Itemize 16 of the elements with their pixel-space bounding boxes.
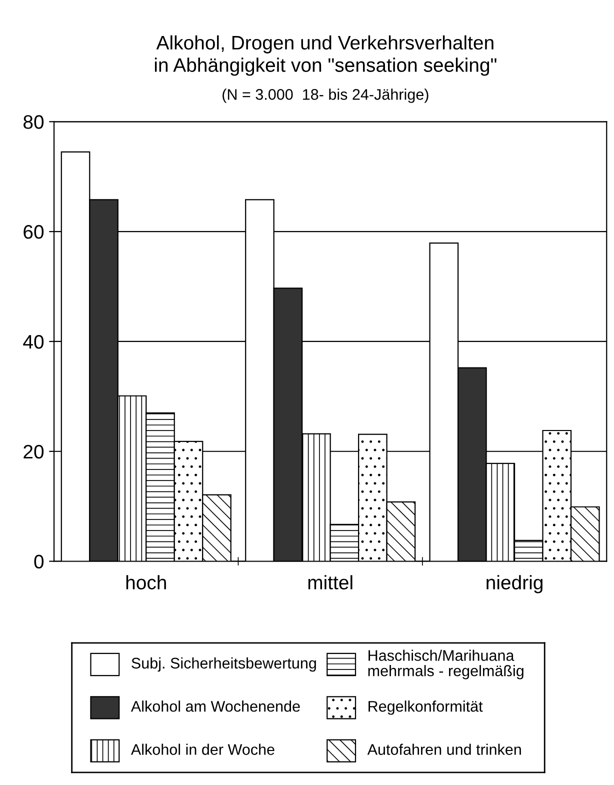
legend-label: Subj. Sicherheitsbewertung [132,657,316,672]
y-tick-label: 80 [24,115,44,129]
y-tick-label: 40 [23,334,44,349]
chart-title: Alkohol, Drogen und Verkehrsverhalten in Abhängigkeit von "sensation seeking" [154,35,496,76]
legend-label: Regelkonformität [368,700,483,715]
legend-label: Alkohol in der Woche [130,744,274,755]
x-tick-label: niedrig [486,575,542,594]
legend-label: Alkohol am Wochenende [130,700,300,712]
y-tick-label: 60 [24,225,44,239]
y-tick-label: 20 [24,444,44,459]
chart-subtitle: (N = 3.000 18- bis 24-Jährige) [222,88,428,103]
x-tick-label: hoch [126,575,166,590]
legend-label: Haschisch/Marihuana mehrmals - regelmäßig [368,650,524,680]
legend-label: Autofahren und trinken [367,744,521,755]
y-tick-label: 0 [34,554,44,569]
x-tick-label: mittel [308,575,352,590]
